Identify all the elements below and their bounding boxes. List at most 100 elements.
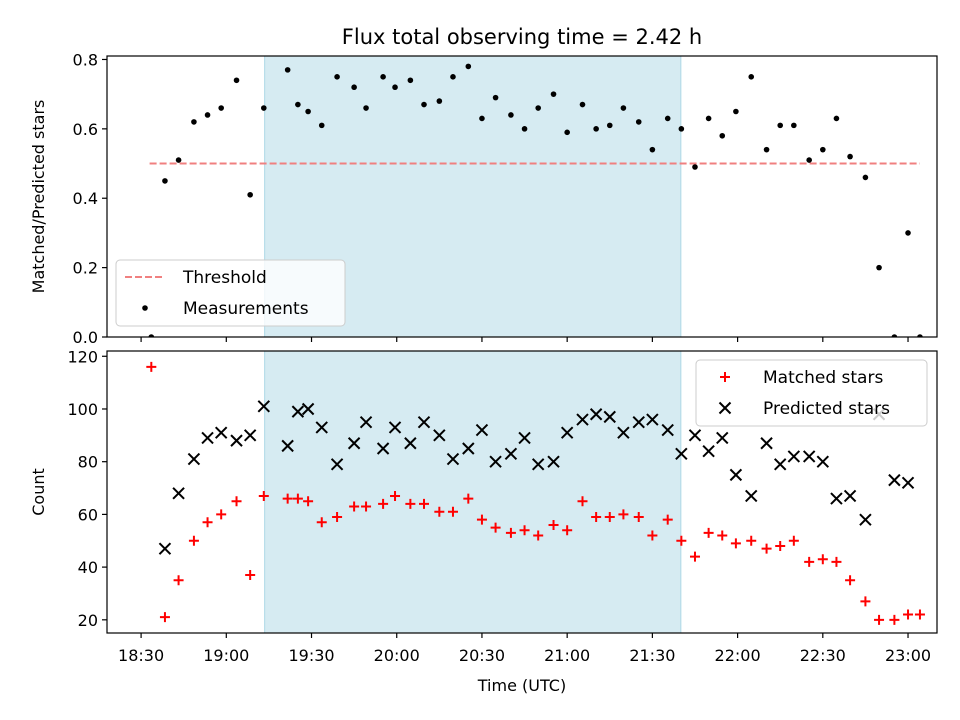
measurement-point: [191, 119, 197, 125]
legend-label: Matched stars: [763, 368, 883, 388]
predicted-stars-point: [576, 413, 589, 426]
predicted-stars-point: [888, 473, 901, 487]
predicted-stars-point: [243, 429, 257, 442]
matched-stars-point: [292, 493, 303, 504]
predicted-stars-point: [417, 415, 431, 429]
matched-stars-point: [717, 530, 728, 541]
matched-stars-point: [447, 506, 458, 517]
matched-stars-point: [216, 509, 227, 520]
measurement-point: [380, 74, 386, 80]
measurement-point: [748, 74, 755, 80]
measurement-point: [247, 191, 253, 198]
matched-stars-point: [146, 361, 157, 372]
measurement-point: [162, 178, 168, 184]
measurement-point: [692, 164, 698, 170]
predicted-stars-point: [787, 450, 801, 463]
ratio-panel: 0.0 0.2 0.4 0.6 0.8 Matched/Predicted stars Th…: [29, 50, 938, 347]
y-tick-label: 0.6: [73, 120, 98, 139]
predicted-stars-point: [589, 408, 603, 421]
x-tick-label: 18:30: [118, 646, 164, 665]
y-tick-label: 0.8: [73, 50, 98, 69]
y-tick-label: 40: [78, 558, 98, 577]
legend-matched-swatch: [720, 372, 730, 382]
measurement-point: [733, 108, 739, 115]
measurement-point: [363, 105, 369, 111]
count-panel: 20 40 60 80 100 120 18:30 19:00 19:30 20:00 20:30 2…: [29, 347, 938, 665]
predicted-stars-point: [330, 458, 344, 471]
predicted-stars-point: [547, 455, 560, 468]
y-tick-label: 80: [78, 453, 98, 472]
matched-stars-point: [378, 498, 389, 509]
legend-label: Measurements: [183, 299, 309, 319]
measurement-point: [351, 84, 357, 91]
predicted-stars-point: [688, 429, 702, 442]
measurement-point: [917, 334, 923, 337]
measurement-point: [218, 105, 224, 111]
predicted-stars-point: [281, 439, 294, 453]
x-tick-label: 21:30: [629, 646, 675, 665]
y-tick-label: 0.4: [73, 189, 98, 208]
matched-stars-point: [746, 535, 757, 546]
measurement-point: [535, 105, 541, 111]
matched-stars-point: [282, 493, 293, 504]
matched-stars-point: [548, 519, 559, 530]
predicted-stars-point: [716, 431, 729, 445]
measurement-point: [284, 67, 291, 73]
matched-stars-point: [676, 535, 687, 546]
matched-stars-point: [405, 498, 416, 509]
predicted-stars-point: [462, 442, 475, 455]
matched-stars-point: [303, 496, 314, 507]
matched-stars-point: [258, 490, 269, 501]
measurement-point: [550, 91, 557, 97]
predicted-stars-point: [802, 450, 816, 463]
matched-stars-point: [562, 525, 573, 536]
x-tick-label: 22:30: [800, 646, 846, 665]
measurement-point: [450, 74, 456, 80]
measurement-point: [204, 112, 211, 118]
matched-stars-point: [775, 541, 786, 552]
matched-stars-point: [519, 525, 530, 536]
x-tick-label: 21:00: [544, 646, 590, 665]
predicted-stars-point: [531, 458, 545, 471]
y-tick-label: 0.2: [73, 259, 98, 278]
measurement-point: [521, 126, 528, 132]
matched-stars-point: [689, 551, 700, 562]
predicted-stars-point: [830, 492, 843, 505]
predicted-stars-point: [291, 405, 305, 418]
predicted-stars-point: [702, 444, 715, 458]
predicted-stars-point: [859, 513, 872, 526]
measurement-point: [233, 77, 240, 84]
predicted-stars-point: [901, 476, 915, 489]
measurement-point: [620, 105, 627, 111]
matched-stars-point: [463, 493, 474, 504]
predicted-stars-point: [187, 452, 201, 466]
matched-stars-point: [647, 530, 658, 541]
predicted-stars-point: [388, 421, 402, 434]
predicted-stars-point: [773, 458, 787, 471]
matched-stars-point: [316, 517, 327, 528]
predicted-stars-point: [347, 437, 361, 450]
legend-label: Predicted stars: [763, 399, 890, 419]
measurement-point: [891, 334, 898, 337]
matched-stars-point: [804, 556, 815, 567]
measurement-point: [260, 105, 267, 111]
matched-stars-point: [349, 501, 360, 512]
matched-stars-point: [914, 609, 925, 620]
predicted-stars-point: [359, 415, 373, 429]
chart-title: Flux total observing time = 2.42 h: [342, 25, 702, 49]
measurement-point: [905, 230, 911, 236]
matched-stars-point: [390, 490, 401, 501]
x-tick-label: 19:30: [288, 646, 334, 665]
matched-stars-point: [188, 535, 199, 546]
legend: Matched stars Predicted stars: [695, 359, 928, 427]
measurement-point: [479, 115, 485, 122]
predicted-stars-point: [489, 455, 502, 468]
predicted-stars-point: [201, 431, 214, 445]
matched-stars-point: [476, 514, 487, 525]
legend-label: Threshold: [182, 268, 267, 288]
measurement-point: [579, 101, 586, 108]
predicted-stars-point: [214, 426, 228, 439]
matched-stars-point: [874, 614, 885, 625]
matched-stars-point: [618, 509, 629, 520]
